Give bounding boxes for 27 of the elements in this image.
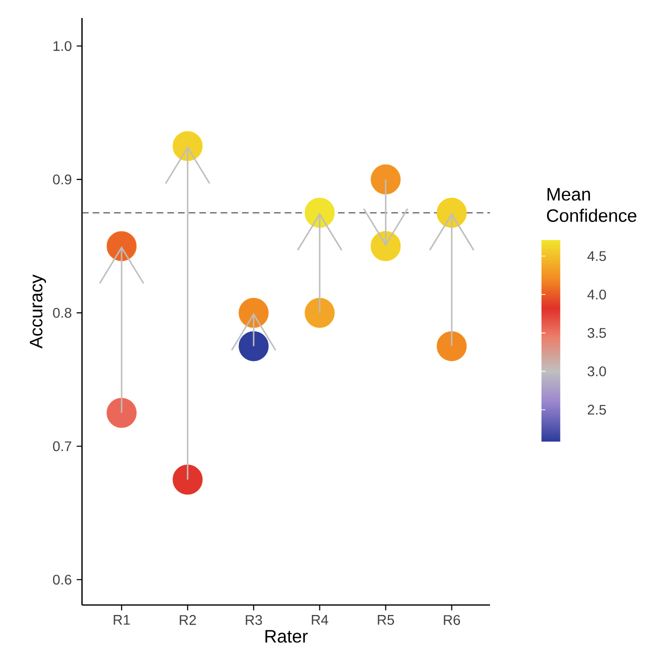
color-bar-label: 3.0 xyxy=(588,366,606,376)
y-tick-label: 0.7 xyxy=(53,441,72,452)
x-tick-label: R2 xyxy=(180,615,196,625)
x-tick-label: R3 xyxy=(246,615,262,625)
x-axis-title: Rater xyxy=(265,630,308,643)
y-tick-label: 0.8 xyxy=(53,308,72,318)
x-tick-label: R1 xyxy=(114,615,130,625)
color-bar-label: 2.5 xyxy=(588,404,606,415)
y-axis-title: Accuracy xyxy=(30,274,46,348)
point xyxy=(370,231,401,262)
y-tick-label: 0.6 xyxy=(53,574,72,585)
x-tick-label: R4 xyxy=(312,615,328,625)
point xyxy=(304,298,335,328)
point xyxy=(172,464,203,495)
point xyxy=(436,331,467,362)
x-tick-label: R6 xyxy=(444,615,460,625)
color-bar-title: Mean Confidence xyxy=(547,188,636,222)
color-bar-label: 4.0 xyxy=(587,290,606,300)
color-bar-label: 3.5 xyxy=(588,328,606,338)
y-tick-label: 1.0 xyxy=(54,41,72,51)
y-tick-label: 0.9 xyxy=(53,174,72,184)
color-bar-label: 4.5 xyxy=(587,251,606,262)
point xyxy=(106,398,137,428)
point xyxy=(370,164,401,194)
point xyxy=(172,131,203,162)
point xyxy=(238,331,269,362)
x-tick-label: R5 xyxy=(378,615,394,625)
